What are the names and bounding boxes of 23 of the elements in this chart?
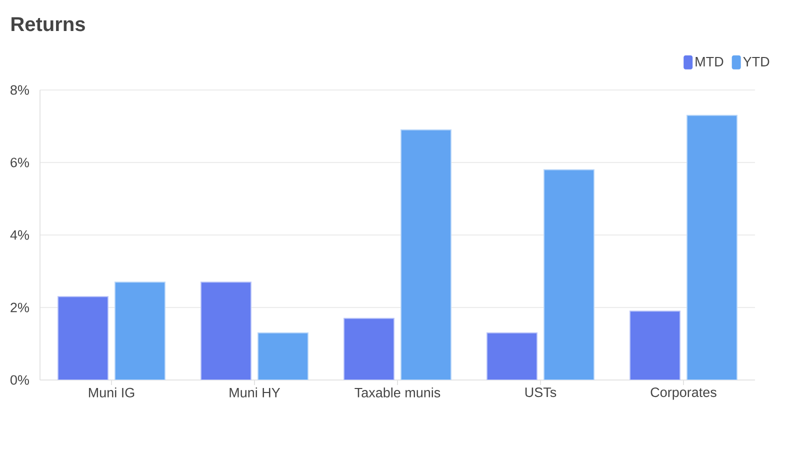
bar [630,310,681,380]
y-tick-label: 8% [10,85,29,95]
bar [344,318,394,380]
legend-label: YTD [743,57,770,66]
bar [400,129,452,380]
bar [258,332,308,380]
chart-title: Returns [12,17,85,32]
y-tick-label: 4% [10,230,29,240]
bar [544,169,595,380]
x-tick-label: USTs [525,388,556,398]
bar [114,282,166,380]
x-tick-label: Corporates [650,388,716,400]
bar [58,296,108,380]
y-tick-label: 2% [10,302,29,312]
bar [486,332,538,380]
legend-label: MTD [696,57,724,66]
y-tick-label: 6% [10,158,29,168]
x-tick-label: Taxable munis [354,388,440,398]
bar [686,114,738,380]
bar [200,282,252,380]
y-tick-label: 0% [10,375,29,385]
x-tick-label: Muni IG [88,388,134,398]
x-tick-label: Muni HY [230,388,280,398]
